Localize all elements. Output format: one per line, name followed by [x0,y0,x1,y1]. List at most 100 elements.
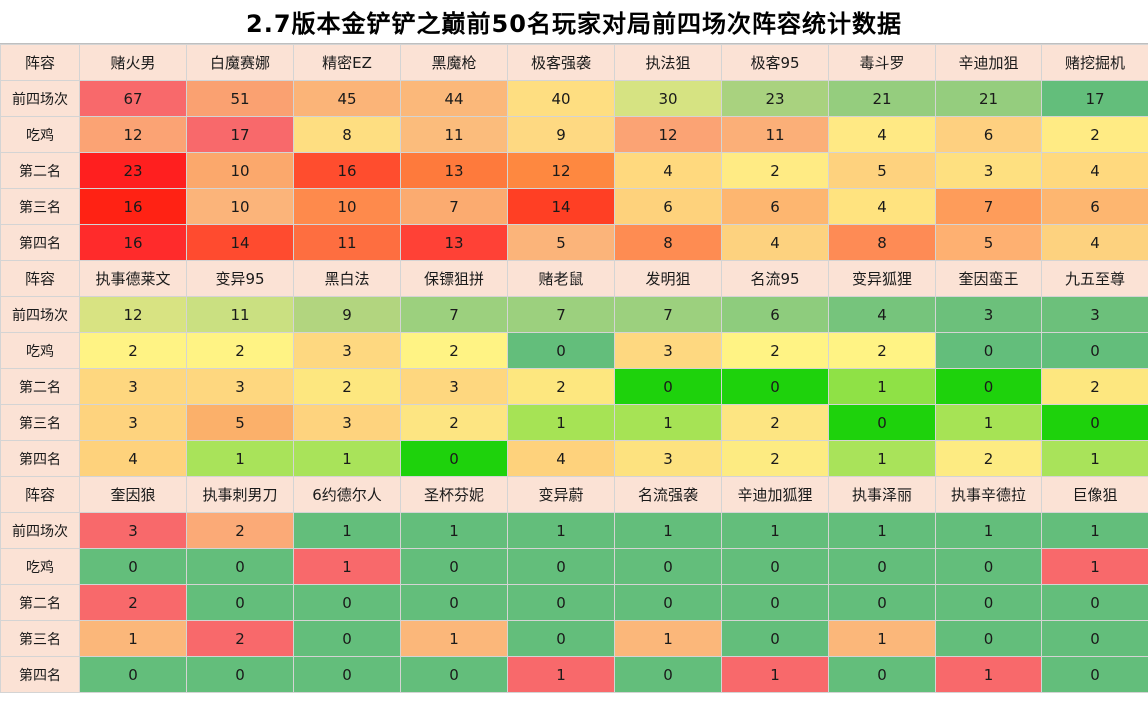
value-cell: 2 [721,404,829,441]
value-cell: 12 [507,152,615,189]
value-cell: 0 [400,584,508,621]
comp-name-cell: 6约德尔人 [293,476,401,513]
value-cell: 1 [293,512,401,549]
value-cell: 13 [400,224,508,261]
table-row: 第四名 0 0 0 0 1 0 1 0 1 0 [0,656,1148,693]
header-label-cell: 阵容 [0,44,80,81]
value-cell: 0 [721,548,829,585]
value-cell: 0 [1041,332,1148,369]
value-cell: 4 [507,440,615,477]
value-cell: 7 [400,296,508,333]
table-row: 第三名 3 5 3 2 1 1 2 0 1 0 [0,404,1148,441]
value-cell: 1 [828,512,936,549]
value-cell: 1 [721,512,829,549]
value-cell: 2 [721,440,829,477]
row-label-cell: 第三名 [0,404,80,441]
comp-header-row: 阵容 奎因狼 执事刺男刀 6约德尔人 圣杯芬妮 变异蔚 名流强袭 辛迪加狐狸 执事泽丽 执事辛德拉… [0,476,1148,513]
value-cell: 5 [186,404,294,441]
value-cell: 44 [400,80,508,117]
value-cell: 0 [293,584,401,621]
value-cell: 2 [79,584,187,621]
value-cell: 17 [1041,80,1148,117]
comp-name-cell: 赌火男 [79,44,187,81]
comp-name-cell: 奎因蛮王 [935,260,1042,297]
value-cell: 3 [935,152,1042,189]
header-label-cell: 阵容 [0,476,80,513]
value-cell: 1 [400,620,508,657]
value-cell: 4 [828,116,936,153]
comp-name-cell: 执事辛德拉 [935,476,1042,513]
value-cell: 1 [828,440,936,477]
row-label-cell: 前四场次 [0,80,80,117]
value-cell: 0 [828,584,936,621]
value-cell: 0 [614,548,722,585]
value-cell: 0 [400,440,508,477]
value-cell: 3 [400,368,508,405]
value-cell: 2 [400,404,508,441]
value-cell: 3 [79,368,187,405]
value-cell: 1 [614,620,722,657]
comp-name-cell: 名流95 [721,260,829,297]
comp-name-cell: 保镖狙拼 [400,260,508,297]
value-cell: 3 [293,404,401,441]
value-cell: 40 [507,80,615,117]
value-cell: 7 [935,188,1042,225]
comp-name-cell: 变异狐狸 [828,260,936,297]
value-cell: 45 [293,80,401,117]
comp-name-cell: 辛迪加狐狸 [721,476,829,513]
comp-name-cell: 发明狙 [614,260,722,297]
table-row: 第二名 3 3 2 3 2 0 0 1 0 2 [0,368,1148,405]
value-cell: 11 [400,116,508,153]
value-cell: 10 [186,152,294,189]
table-row: 吃鸡 2 2 3 2 0 3 2 2 0 0 [0,332,1148,369]
comp-name-cell: 九五至尊 [1041,260,1148,297]
value-cell: 1 [614,512,722,549]
value-cell: 2 [186,512,294,549]
row-label-cell: 第三名 [0,188,80,225]
value-cell: 1 [1041,512,1148,549]
value-cell: 1 [507,404,615,441]
comp-name-cell: 毒斗罗 [828,44,936,81]
value-cell: 11 [293,224,401,261]
row-label-cell: 第四名 [0,440,80,477]
stats-table: 阵容 赌火男 白魔赛娜 精密EZ 黑魔枪 极客强袭 执法狙 极客95 毒斗罗 辛迪加狙 赌挖掘机 前四… [0,44,1148,693]
value-cell: 4 [614,152,722,189]
value-cell: 7 [400,188,508,225]
value-cell: 0 [507,332,615,369]
comp-name-cell: 极客强袭 [507,44,615,81]
value-cell: 5 [935,224,1042,261]
value-cell: 0 [935,368,1042,405]
value-cell: 1 [79,620,187,657]
value-cell: 4 [1041,224,1148,261]
value-cell: 0 [1041,584,1148,621]
value-cell: 2 [507,368,615,405]
value-cell: 3 [614,440,722,477]
value-cell: 14 [507,188,615,225]
value-cell: 0 [293,620,401,657]
value-cell: 1 [721,656,829,693]
value-cell: 3 [79,404,187,441]
value-cell: 0 [935,332,1042,369]
value-cell: 10 [293,188,401,225]
comp-name-cell: 圣杯芬妮 [400,476,508,513]
value-cell: 0 [186,548,294,585]
value-cell: 4 [828,296,936,333]
value-cell: 3 [186,368,294,405]
value-cell: 9 [293,296,401,333]
value-cell: 4 [721,224,829,261]
table-row: 第二名 2 0 0 0 0 0 0 0 0 0 [0,584,1148,621]
row-label-cell: 第四名 [0,224,80,261]
table-body: 阵容 赌火男 白魔赛娜 精密EZ 黑魔枪 极客强袭 执法狙 极客95 毒斗罗 辛迪加狙 赌挖掘机 前四… [0,44,1148,693]
value-cell: 0 [293,656,401,693]
value-cell: 2 [400,332,508,369]
comp-name-cell: 巨像狙 [1041,476,1148,513]
value-cell: 4 [79,440,187,477]
value-cell: 1 [293,548,401,585]
value-cell: 0 [721,368,829,405]
table-row: 第四名 16 14 11 13 5 8 4 8 5 4 [0,224,1148,261]
value-cell: 16 [293,152,401,189]
value-cell: 1 [1041,440,1148,477]
value-cell: 6 [935,116,1042,153]
value-cell: 2 [1041,116,1148,153]
value-cell: 6 [1041,188,1148,225]
